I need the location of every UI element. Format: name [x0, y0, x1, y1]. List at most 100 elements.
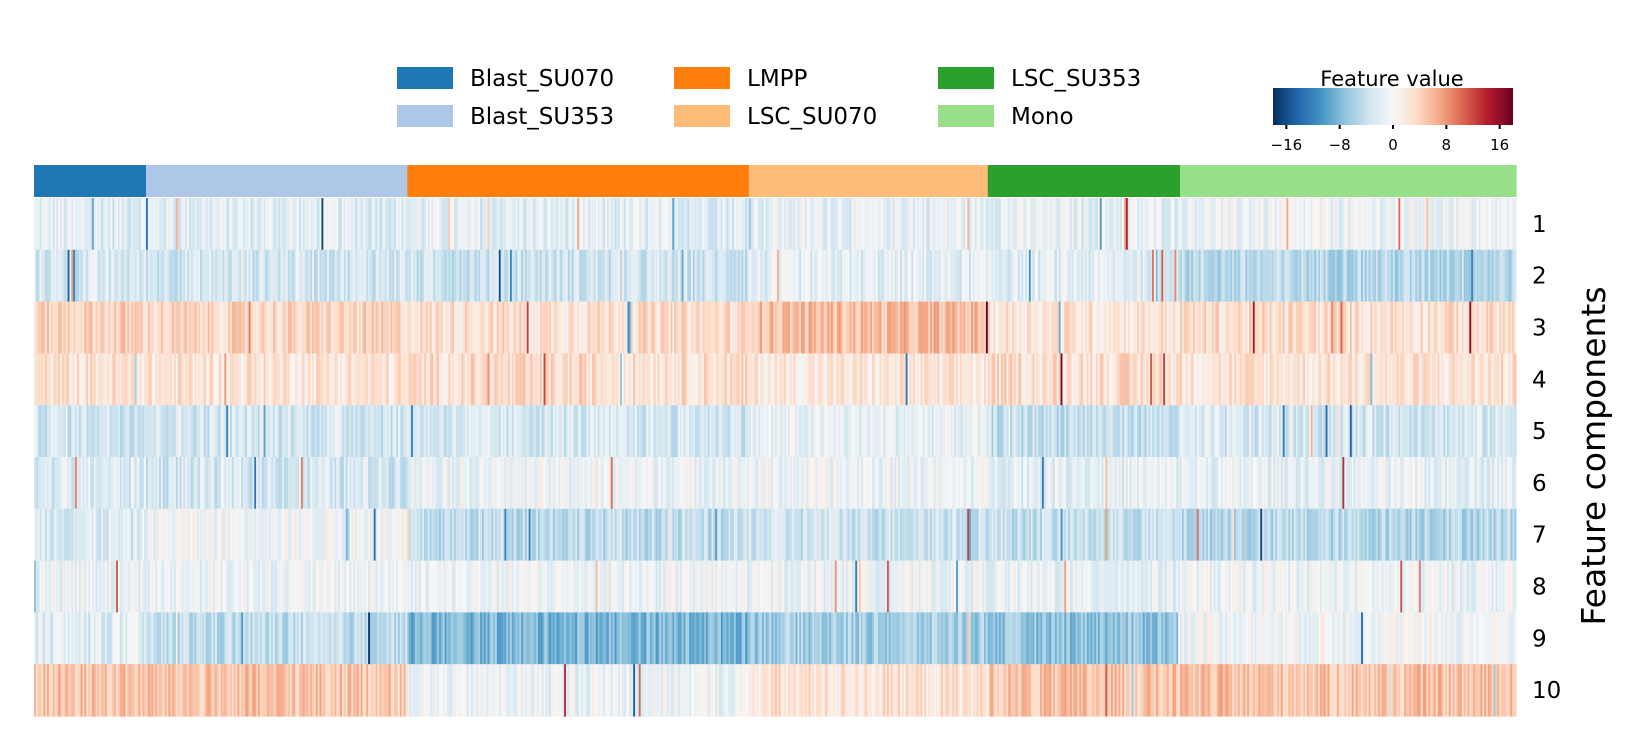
heatmap-cell — [136, 405, 140, 458]
heatmap-cell — [388, 405, 391, 458]
heatmap-cell — [1310, 353, 1314, 406]
heatmap-cell — [480, 353, 483, 406]
heatmap-cell — [444, 405, 447, 458]
heatmap-cell — [681, 249, 685, 303]
heatmap-cell — [1213, 353, 1216, 406]
heatmap-cell — [125, 353, 128, 406]
heatmap-cell — [1327, 405, 1330, 458]
heatmap-cell — [1362, 457, 1366, 510]
heatmap-cell — [375, 508, 378, 562]
heatmap-cell — [1502, 301, 1506, 354]
heatmap-cell — [771, 353, 774, 406]
heatmap-cell — [1036, 301, 1039, 354]
heatmap-cell — [694, 301, 698, 354]
heatmap-cell — [625, 198, 629, 251]
heatmap-cell — [50, 249, 54, 303]
heatmap-cell — [276, 198, 280, 251]
heatmap-cell — [448, 405, 451, 458]
heatmap-cell — [513, 249, 517, 303]
heatmap-cell — [362, 301, 365, 354]
heatmap-cell — [185, 301, 188, 354]
heatmap-cell — [526, 198, 530, 251]
heatmap-cell — [241, 353, 244, 406]
heatmap-cell — [562, 457, 565, 510]
heatmap-cell — [284, 198, 287, 251]
heatmap-cell — [804, 198, 808, 251]
heatmap-cell — [750, 198, 754, 251]
heatmap-cell — [760, 353, 763, 406]
heatmap-cell — [416, 301, 419, 354]
heatmap-cell — [1086, 405, 1090, 458]
heatmap-cell — [551, 301, 554, 354]
heatmap-cell — [900, 301, 903, 354]
heatmap-cell — [453, 457, 457, 510]
heatmap-cell — [1325, 405, 1328, 458]
heatmap-cell — [918, 198, 922, 251]
heatmap-cell — [941, 301, 944, 354]
heatmap-cell — [780, 457, 783, 510]
heatmap-cell — [207, 198, 210, 251]
heatmap-cell — [868, 457, 871, 510]
heatmap-cell — [588, 301, 591, 354]
heatmap-cell — [1028, 353, 1032, 406]
heatmap-cell — [640, 405, 643, 458]
heatmap-cell — [1514, 301, 1517, 354]
heatmap-cell — [808, 405, 811, 458]
heatmap-cell — [132, 508, 136, 562]
heatmap-cell — [1430, 405, 1433, 458]
heatmap-cell — [192, 301, 196, 354]
heatmap-cell — [446, 353, 449, 406]
heatmap-cell — [970, 198, 974, 251]
heatmap-cell — [461, 353, 464, 406]
heatmap-cell — [980, 405, 983, 458]
heatmap-cell — [472, 405, 475, 458]
heatmap-cell — [849, 457, 853, 510]
heatmap-cell — [963, 353, 966, 406]
heatmap-cell — [1301, 198, 1304, 251]
heatmap-cell — [407, 405, 410, 458]
heatmap-cell — [838, 249, 841, 303]
heatmap-cell — [132, 353, 136, 406]
heatmap-cell — [1460, 301, 1463, 354]
heatmap-cell — [345, 457, 349, 510]
heatmap-cell — [612, 457, 615, 510]
heatmap-cell — [1269, 457, 1272, 510]
heatmap-cell — [782, 198, 785, 251]
heatmap-cell — [145, 353, 149, 406]
heatmap-cell — [1015, 198, 1019, 251]
heatmap-cell — [347, 301, 350, 354]
heatmap-cell — [325, 198, 328, 251]
heatmap-cell — [332, 508, 336, 562]
heatmap-cell — [814, 405, 817, 458]
heatmap-cell — [577, 198, 580, 251]
heatmap-cell — [1040, 198, 1043, 251]
heatmap-cell — [244, 457, 248, 510]
heatmap-cell — [500, 457, 503, 510]
heatmap-cell — [954, 301, 957, 354]
heatmap-cell — [1405, 249, 1409, 303]
heatmap-cell — [676, 301, 679, 354]
heatmap-cell — [203, 198, 207, 251]
heatmap-cell — [773, 353, 776, 406]
heatmap-cell — [282, 457, 285, 510]
heatmap-cell — [172, 457, 175, 510]
heatmap-cell — [691, 457, 694, 510]
heatmap-cell — [1385, 249, 1388, 303]
heatmap-cell — [883, 249, 886, 303]
heatmap-cell — [362, 198, 365, 251]
heatmap-cell — [1370, 457, 1373, 510]
heatmap-cell — [1432, 249, 1435, 303]
heatmap-cell — [1467, 405, 1470, 458]
heatmap-cell — [1428, 405, 1431, 458]
heatmap-cell — [425, 249, 429, 303]
heatmap-cell — [155, 353, 158, 406]
heatmap-cell — [829, 198, 832, 251]
heatmap-cell — [399, 508, 403, 562]
heatmap-cell — [52, 249, 56, 303]
heatmap-cell — [1398, 249, 1401, 303]
heatmap-cell — [549, 405, 552, 458]
heatmap-cell — [1124, 457, 1127, 510]
heatmap-cell — [383, 457, 386, 510]
heatmap-cell — [1275, 249, 1278, 303]
heatmap-cell — [1250, 353, 1254, 406]
